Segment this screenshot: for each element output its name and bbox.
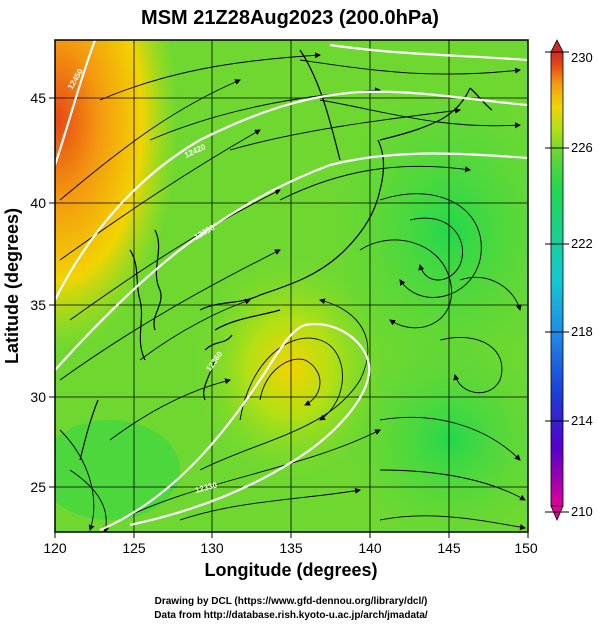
colorbar-tick-label: 210 [571,504,593,519]
y-tick-label: 25 [30,479,46,495]
x-axis-label: Longitude (degrees) [204,560,377,580]
x-tick-label: 150 [514,540,538,556]
plot-area: 12450 12420 12390 12360 12330 [55,40,528,532]
y-tick-label: 30 [30,389,46,405]
colorbar-tick-label: 214 [571,413,593,428]
credit-drawing: Drawing by DCL (https://www.gfd-dennou.o… [155,596,428,607]
x-tick-label: 120 [43,540,67,556]
streamlines [59,52,526,532]
grid-lines [55,40,528,532]
y-tick-labels: 25 30 35 40 45 [30,90,46,495]
y-tick-label: 45 [30,90,46,106]
height-contours [55,40,528,532]
x-tick-label: 130 [200,540,224,556]
x-tick-label: 135 [279,540,303,556]
y-axis-label: Latitude (degrees) [2,208,22,364]
map-title: MSM 21Z28Aug2023 (200.0hPa) [141,7,439,29]
y-tick-label: 35 [30,297,46,313]
y-tick-label: 40 [30,195,46,211]
colorbar: 230 226 222 218 214 210 [545,39,593,522]
x-tick-label: 140 [358,540,382,556]
colorbar-tick-label: 218 [571,324,593,339]
colorbar-tick-label: 222 [571,236,593,251]
colorbar-tick-label: 230 [571,50,593,65]
credit-data: Data from http://database.rish.kyoto-u.a… [154,610,428,621]
x-tick-labels: 120 125 130 135 140 145 150 [43,540,538,556]
x-tick-label: 145 [437,540,461,556]
colorbar-tick-label: 226 [571,140,593,155]
tick-marks [49,97,529,538]
x-tick-label: 125 [122,540,146,556]
